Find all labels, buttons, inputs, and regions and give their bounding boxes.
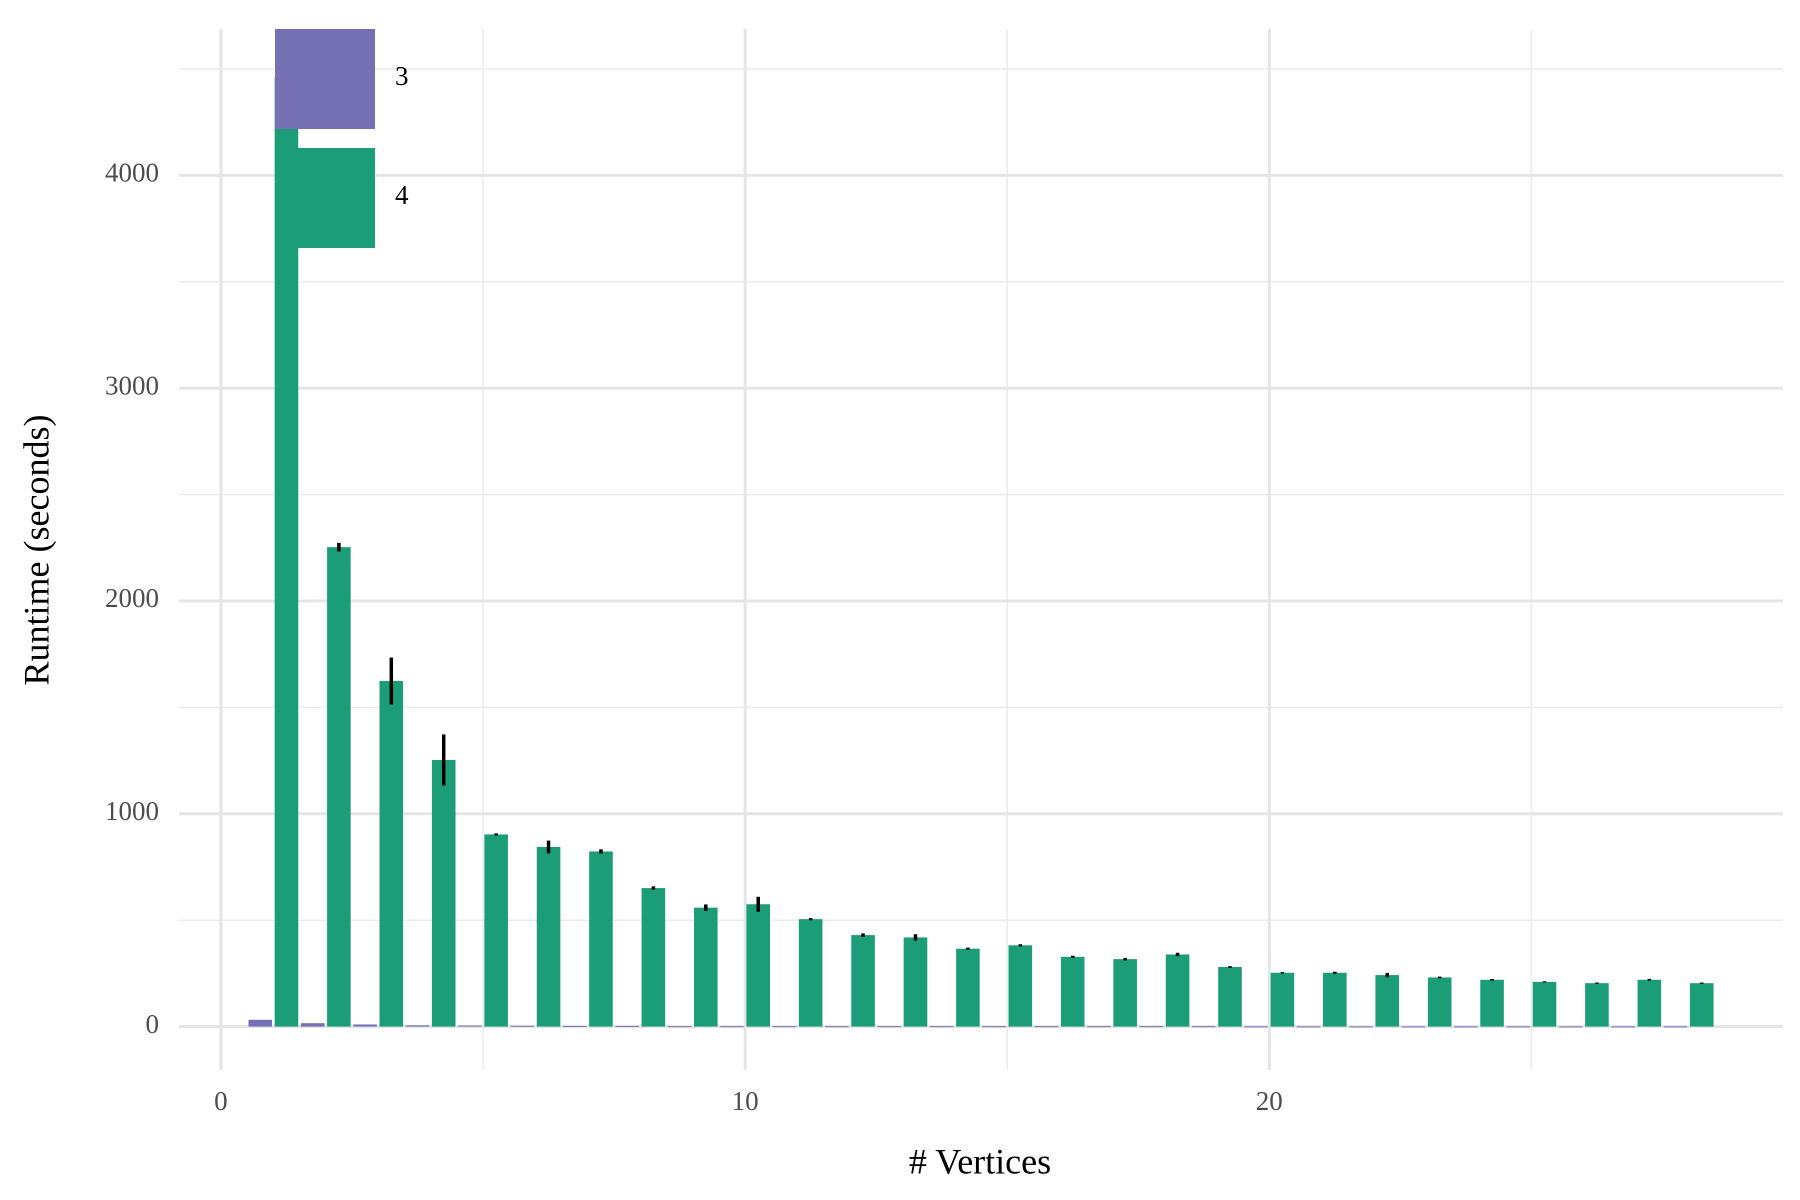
bar	[458, 1025, 482, 1027]
y-tick-label: 3000	[105, 370, 159, 400]
y-tick-label: 0	[146, 1009, 160, 1039]
y-tick-label: 2000	[105, 583, 159, 613]
bar	[536, 846, 561, 1027]
legend-label: 4	[395, 180, 409, 210]
x-tick-label: 0	[214, 1086, 228, 1116]
bar	[1506, 1026, 1531, 1028]
bar	[248, 1019, 273, 1027]
bar	[1270, 972, 1295, 1027]
bar	[798, 919, 823, 1027]
y-axis-title: Runtime (seconds)	[16, 415, 56, 686]
x-tick-label: 20	[1256, 1086, 1283, 1116]
bar	[929, 1026, 954, 1028]
x-axis-title: # Vertices	[909, 1141, 1051, 1181]
bar	[1165, 954, 1190, 1027]
bar	[484, 834, 508, 1027]
legend-label: 3	[395, 61, 409, 91]
bar	[903, 937, 928, 1027]
bar	[1480, 979, 1504, 1027]
bar	[300, 1023, 325, 1027]
bar	[510, 1025, 535, 1027]
bar	[1532, 981, 1557, 1027]
bar	[1113, 959, 1137, 1027]
bar	[1689, 983, 1714, 1027]
bar	[851, 935, 875, 1027]
bar	[1034, 1026, 1059, 1028]
bar	[1349, 1026, 1373, 1028]
bar	[877, 1026, 902, 1028]
bar	[274, 77, 299, 1027]
bar	[327, 547, 351, 1027]
bar	[1323, 972, 1347, 1027]
bar	[1375, 975, 1400, 1027]
bar	[694, 907, 718, 1027]
bar	[1087, 1026, 1111, 1028]
legend-swatch	[275, 29, 375, 129]
bar	[1060, 956, 1085, 1027]
y-tick-label: 1000	[105, 796, 159, 826]
bar	[1637, 979, 1662, 1027]
bar	[1008, 945, 1033, 1027]
bar	[615, 1025, 639, 1027]
bar	[1218, 967, 1242, 1027]
x-tick-label: 10	[732, 1086, 759, 1116]
bar	[1427, 977, 1452, 1027]
bar	[353, 1024, 377, 1027]
bar	[667, 1026, 692, 1028]
bar	[379, 681, 404, 1027]
bar	[982, 1026, 1006, 1028]
bar	[1611, 1026, 1635, 1028]
legend-swatch	[275, 148, 375, 248]
bar	[720, 1026, 744, 1028]
bar	[431, 759, 456, 1027]
bar	[1663, 1026, 1688, 1028]
bar	[772, 1026, 797, 1028]
y-tick-label: 4000	[105, 158, 159, 188]
bar	[956, 948, 980, 1027]
bar	[562, 1025, 587, 1027]
bar	[1454, 1026, 1478, 1028]
bar	[1296, 1026, 1321, 1028]
bar	[1558, 1026, 1583, 1028]
bar	[1244, 1026, 1268, 1028]
bar	[641, 888, 666, 1027]
bar	[746, 904, 771, 1027]
bar	[405, 1025, 430, 1027]
bar	[589, 851, 613, 1027]
bar	[1139, 1026, 1164, 1028]
bar	[1585, 983, 1609, 1027]
bar	[825, 1026, 849, 1028]
bar	[1191, 1026, 1216, 1028]
bar	[1401, 1026, 1426, 1028]
